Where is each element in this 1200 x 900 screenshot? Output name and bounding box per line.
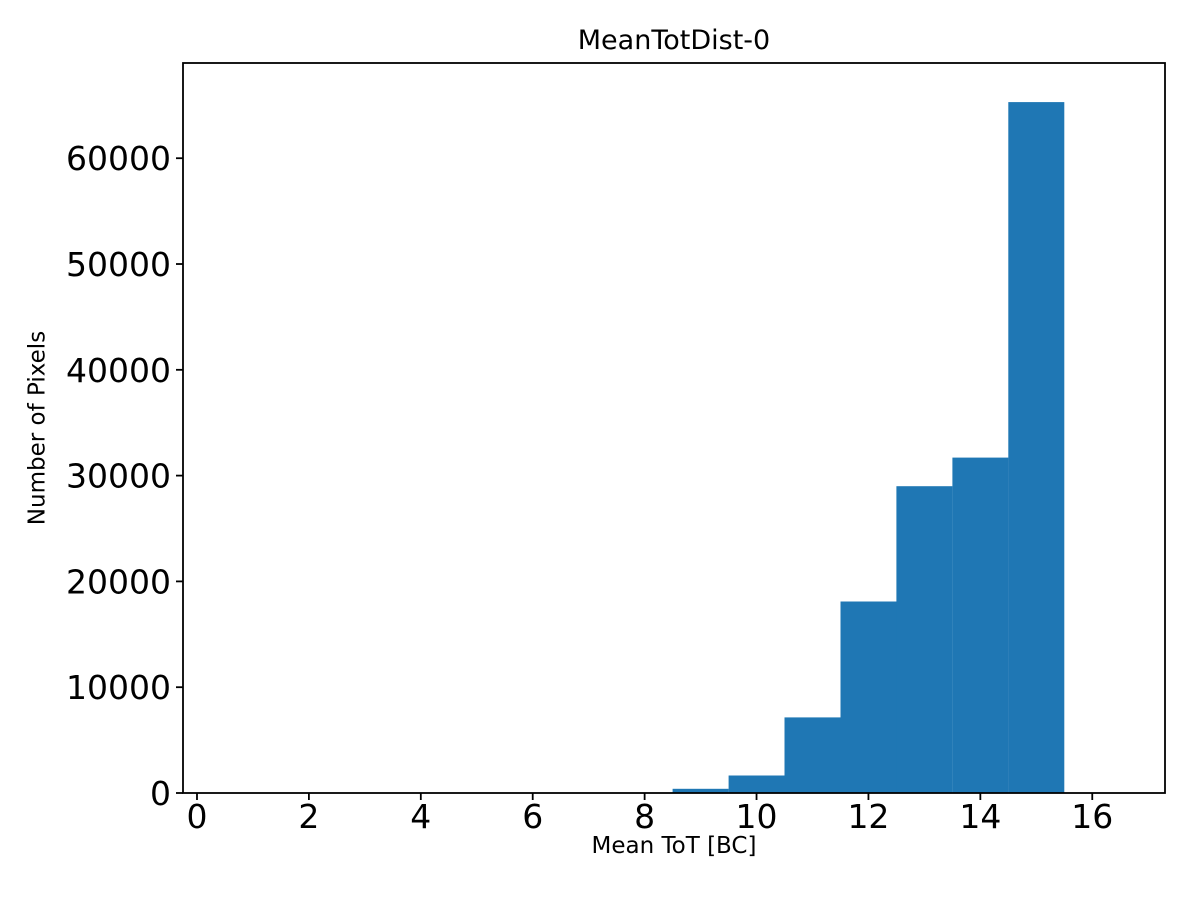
x-tick-label: 14 — [959, 797, 1001, 836]
y-tick-label: 0 — [150, 774, 171, 813]
plot-border — [182, 62, 1166, 794]
x-tick-label: 16 — [1071, 797, 1113, 836]
x-tick-label: 6 — [522, 797, 543, 836]
y-tick-label: 60000 — [66, 139, 171, 178]
histogram-bar — [952, 457, 1009, 793]
y-tick-label: 40000 — [66, 351, 171, 390]
y-tick-label: 30000 — [66, 457, 171, 496]
histogram-bar — [1008, 102, 1065, 794]
chart-title: MeanTotDist-0 — [577, 25, 771, 56]
x-tick-label: 4 — [410, 797, 431, 836]
x-tick-label: 0 — [186, 797, 207, 836]
x-tick-label: 12 — [847, 797, 889, 836]
x-tick-label: 10 — [736, 797, 778, 836]
y-tick-label: 20000 — [66, 562, 171, 601]
y-tick-label: 10000 — [66, 668, 171, 707]
histogram-bar — [672, 788, 729, 793]
y-tick-label: 50000 — [66, 245, 171, 284]
histogram-bar — [784, 717, 841, 793]
x-axis-label: Mean ToT [BC] — [591, 833, 757, 859]
x-tick-label: 2 — [298, 797, 319, 836]
x-tick-label: 8 — [634, 797, 655, 836]
histogram-bar — [896, 486, 953, 793]
histogram-bar — [728, 775, 785, 793]
histogram-bar — [840, 601, 897, 793]
